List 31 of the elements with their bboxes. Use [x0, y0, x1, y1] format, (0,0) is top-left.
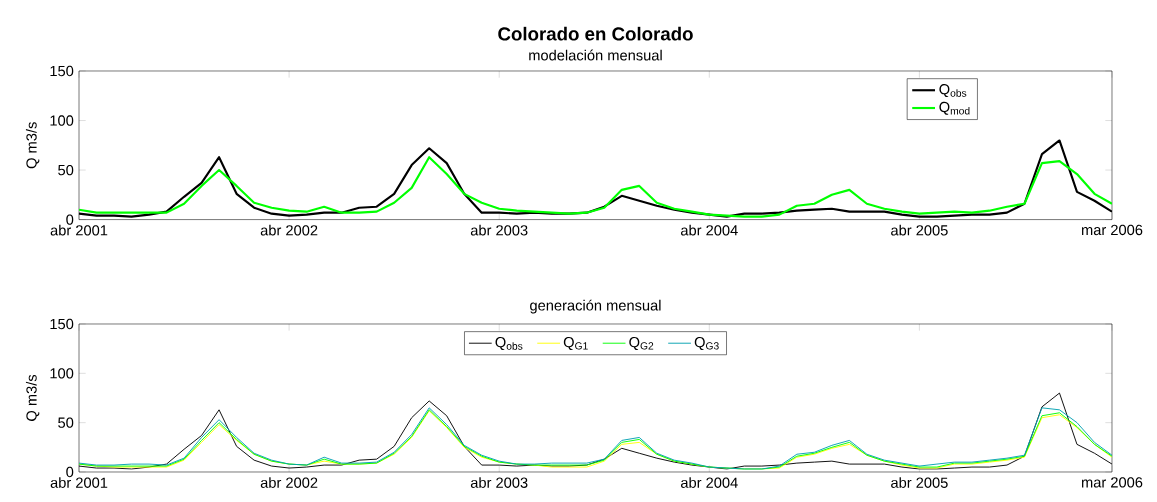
x-tick-label: mar 2006: [1082, 477, 1143, 488]
x-tick-label: abr 2002: [260, 224, 318, 236]
y-axis-title: Q m3/s: [25, 122, 40, 169]
x-tick-label: abr 2004: [680, 224, 738, 236]
x-tick-label: abr 2001: [50, 477, 108, 488]
y-tick-label: 100: [50, 115, 74, 126]
legend-label: Q$_{G2}$: [629, 337, 654, 350]
x-tick-label: mar 2006: [1082, 224, 1143, 236]
legend-label: Q$_{obs}$: [495, 337, 523, 350]
x-tick-label: abr 2002: [260, 477, 318, 488]
chart-title: Colorado en Colorado: [498, 26, 693, 41]
x-tick-label: abr 2003: [470, 477, 528, 488]
legend-label: Q$_{G1}$: [563, 337, 588, 350]
x-tick-label: abr 2003: [470, 224, 528, 236]
x-tick-label: abr 2004: [680, 477, 738, 488]
legend-label: Q$_{mod}$: [939, 101, 970, 115]
chart-subtitle: modelación mensual: [529, 49, 662, 61]
y-tick-label: 150: [50, 318, 74, 330]
y-tick-label: 0: [66, 466, 74, 478]
x-tick-label: abr 2005: [891, 477, 948, 488]
legend-label: Q$_{obs}$: [939, 84, 967, 98]
y-tick-label: 100: [50, 368, 74, 379]
x-tick-label: abr 2005: [891, 224, 948, 236]
y-axis-title: Q m3/s: [25, 374, 40, 421]
y-tick-label: 50: [58, 164, 74, 176]
x-tick-label: abr 2001: [50, 224, 108, 236]
chart-title: generación mensual: [530, 299, 661, 314]
y-tick-label: 50: [58, 417, 74, 428]
y-tick-label: 150: [50, 65, 74, 77]
legend-label: Q$_{G3}$: [694, 337, 719, 350]
y-tick-label: 0: [66, 214, 74, 225]
